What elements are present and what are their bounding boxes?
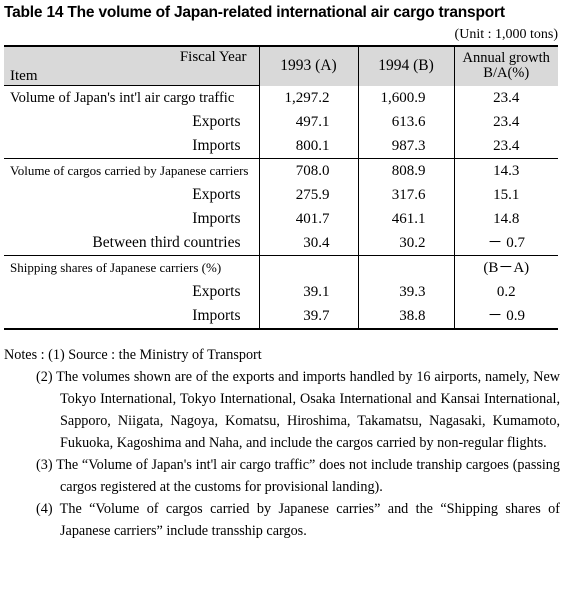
table-title: Table 14 The volume of Japan-related int… <box>4 4 505 21</box>
table-row: Imports 800.1 987.3 23.4 <box>4 134 558 159</box>
cell-1994: 987.3 <box>357 134 454 159</box>
cell-1994: 613.6 <box>357 110 454 134</box>
row-label: Volume of Japan's int'l air cargo traffi… <box>10 90 235 106</box>
cell-1993: 30.4 <box>258 231 358 256</box>
row-label: Shipping shares of Japanese carriers (%) <box>10 260 222 275</box>
table-row: Volume of Japan's int'l air cargo traffi… <box>4 85 558 110</box>
table-row: Exports 275.9 317.6 15.1 <box>4 183 558 207</box>
cell-1993: 497.1 <box>258 110 358 134</box>
notes-label: Notes : <box>4 347 45 363</box>
row-label: Volume of cargos carried by Japanese car… <box>10 163 249 178</box>
header-growth: Annual growth B/A(%) <box>453 45 558 86</box>
row-label: Imports <box>4 134 259 159</box>
header-1993: 1993 (A) <box>258 45 358 86</box>
cell-growth: 23.4 <box>453 134 558 159</box>
cell-1993: 275.9 <box>258 183 358 207</box>
table-row: Exports 497.1 613.6 23.4 <box>4 110 558 134</box>
cell-growth: 23.4 <box>453 85 558 110</box>
cell-1993: 39.7 <box>258 304 358 330</box>
cell-1993: 39.1 <box>258 280 358 304</box>
header-row: Fiscal Year 1993 (A) 1994 (B) Annual gro… <box>4 45 558 86</box>
table-row: Volume of cargos carried by Japanese car… <box>4 158 558 183</box>
cell-1993: 401.7 <box>258 207 358 231</box>
cell-growth: 14.3 <box>453 158 558 183</box>
note-4: (4) The “Volume of cargos carried by Jap… <box>36 501 560 539</box>
table-row: Imports 401.7 461.1 14.8 <box>4 207 558 231</box>
cell-1994: 30.2 <box>357 231 454 256</box>
row-label: Between third countries <box>4 231 259 256</box>
cell-growth: － 0.7 <box>453 231 558 256</box>
row-label: Exports <box>192 283 241 300</box>
row-label: Exports <box>192 186 241 203</box>
cell-growth: 14.8 <box>453 207 558 231</box>
header-growth-line1: Annual growth <box>462 50 550 67</box>
table-row: Between third countries 30.4 30.2 － 0.7 <box>4 231 558 256</box>
unit-label: (Unit : 1,000 tons) <box>454 27 558 42</box>
cell-growth: 15.1 <box>453 183 558 207</box>
header-1994: 1994 (B) <box>357 45 454 86</box>
cell-1994: 808.9 <box>357 158 454 183</box>
table-row: Imports 39.7 38.8 － 0.9 <box>4 304 558 330</box>
table-row: Shipping shares of Japanese carriers (%)… <box>4 255 558 280</box>
table-row: Exports 39.1 39.3 0.2 <box>4 280 558 304</box>
header-growth-line2: B/A(%) <box>483 65 530 82</box>
row-label: Imports <box>4 304 259 330</box>
note-2: (2) The volumes shown are of the exports… <box>36 369 560 451</box>
cell-1994: 317.6 <box>357 183 454 207</box>
header-item: Item <box>4 67 259 86</box>
note-1: Notes : (1) Source : the Ministry of Tra… <box>4 344 560 366</box>
cell-1994: 461.1 <box>357 207 454 231</box>
cell-1994 <box>357 255 454 280</box>
header-row-2: Item <box>4 67 558 86</box>
cargo-table: Fiscal Year 1993 (A) 1994 (B) Annual gro… <box>4 45 558 330</box>
row-label: Imports <box>192 210 241 227</box>
row-label: Exports <box>192 113 241 130</box>
cell-1993: 1,297.2 <box>258 85 358 110</box>
cell-1993 <box>258 255 358 280</box>
cell-growth: (B－A) <box>453 255 558 280</box>
note-3: (3) The “Volume of Japan's int'l air car… <box>36 457 560 495</box>
note-text: (1) Source : the Ministry of Transport <box>48 347 262 363</box>
cell-growth: 0.2 <box>453 280 558 304</box>
cell-1993: 708.0 <box>258 158 358 183</box>
cell-1994: 38.8 <box>357 304 454 330</box>
notes-section: Notes : (1) Source : the Ministry of Tra… <box>4 344 560 542</box>
header-fiscal-year: Fiscal Year <box>4 45 259 67</box>
cell-1994: 1,600.9 <box>357 85 454 110</box>
cell-growth: 23.4 <box>453 110 558 134</box>
cell-growth: － 0.9 <box>453 304 558 330</box>
cell-1993: 800.1 <box>258 134 358 159</box>
cell-1994: 39.3 <box>357 280 454 304</box>
